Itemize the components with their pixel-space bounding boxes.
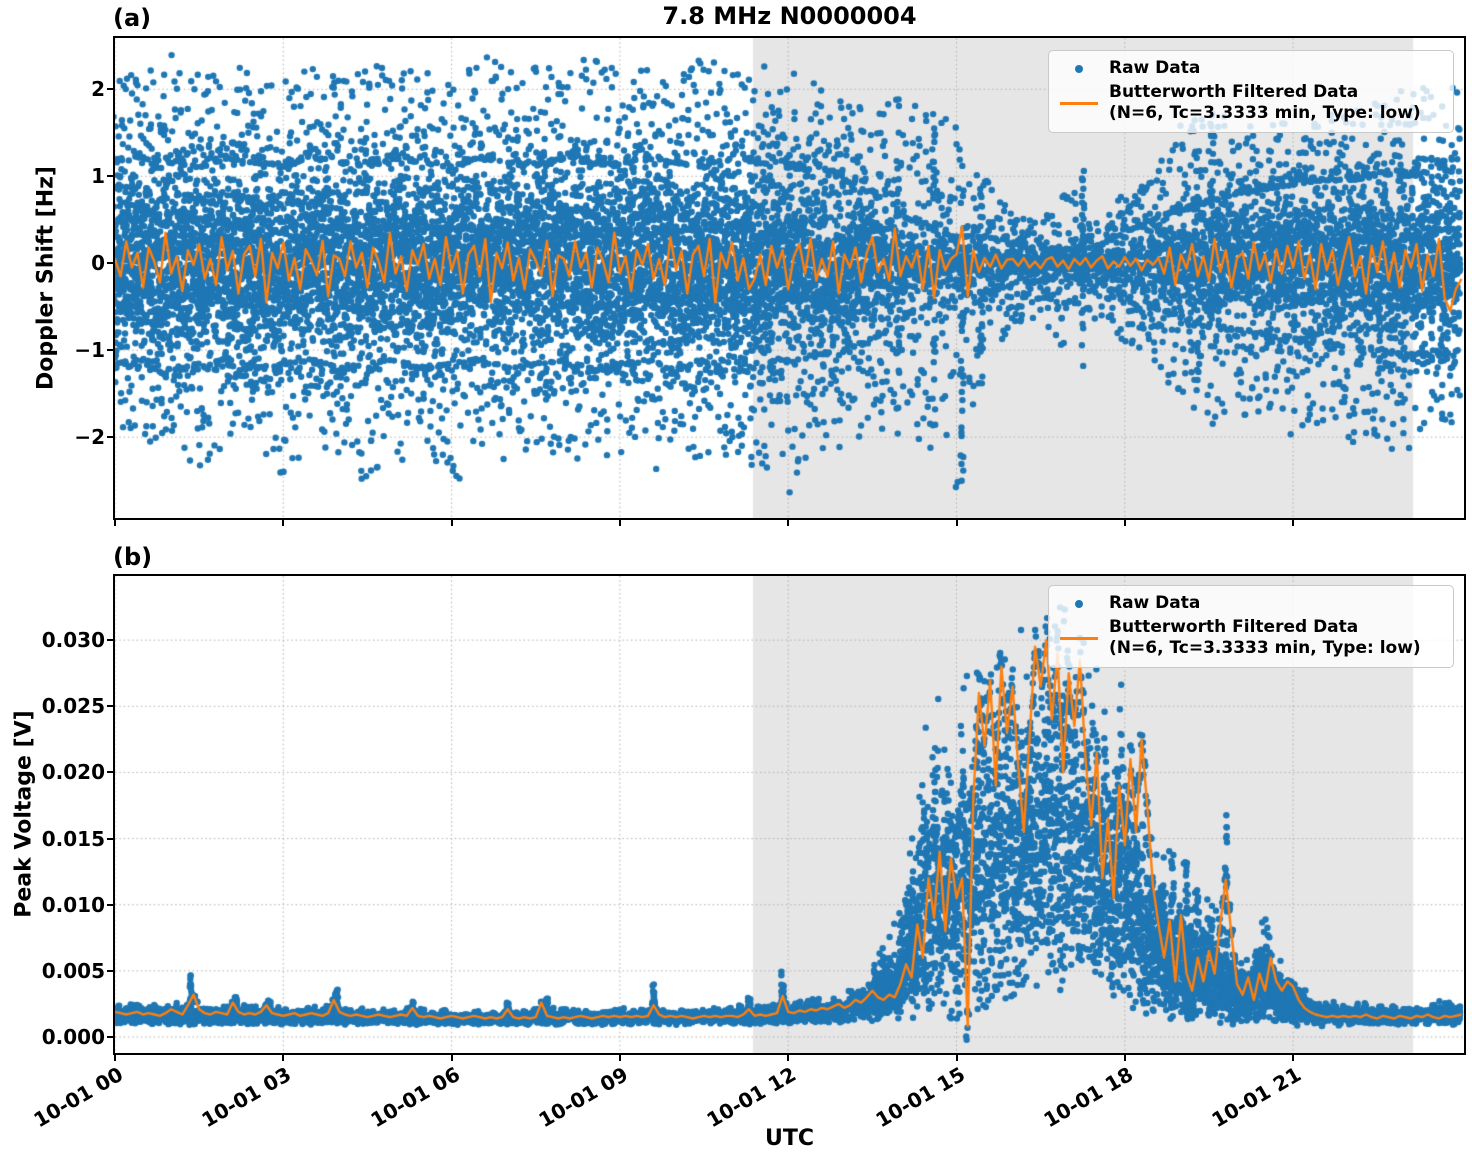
y-tick	[107, 88, 115, 91]
y-tick	[107, 349, 115, 352]
y-tick-label: 0.020	[41, 760, 105, 785]
y-tick-label: −2	[74, 425, 105, 450]
raw-data-marker-icon	[1049, 599, 1109, 608]
legend-filtered-params: (N=6, Tc=3.3333 min, Type: low)	[1109, 638, 1421, 658]
x-tick	[282, 1053, 285, 1061]
x-tick	[450, 1053, 453, 1061]
legend-row-filtered: Butterworth Filtered Data (N=6, Tc=3.333…	[1049, 82, 1447, 124]
x-tick-label: 10-01 00	[29, 1062, 127, 1133]
x-tick	[282, 518, 285, 526]
y-tick-label: −1	[74, 338, 105, 363]
y-tick-label: 0	[91, 251, 105, 276]
panel-a-label: (a)	[113, 4, 152, 32]
y-tick	[107, 969, 115, 972]
x-tick	[1292, 1053, 1295, 1061]
x-tick	[450, 518, 453, 526]
y-axis-label-voltage: Peak Voltage [V]	[11, 710, 37, 918]
legend-raw-label: Raw Data	[1109, 58, 1201, 78]
x-tick	[955, 1053, 958, 1061]
y-tick-label: 0.015	[41, 826, 105, 851]
filtered-line-marker-icon	[1049, 636, 1109, 640]
x-tick	[618, 518, 621, 526]
legend-filtered-label: Butterworth Filtered Data	[1109, 82, 1359, 102]
y-tick-label: 0.005	[41, 958, 105, 983]
y-tick	[107, 837, 115, 840]
legend-filtered-params: (N=6, Tc=3.3333 min, Type: low)	[1109, 103, 1421, 123]
y-tick	[107, 262, 115, 265]
y-tick-label: 1	[91, 164, 105, 189]
x-tick	[618, 1053, 621, 1061]
x-tick	[787, 518, 790, 526]
legend-row-raw: Raw Data	[1049, 593, 1447, 614]
legend-raw-label: Raw Data	[1109, 593, 1201, 613]
x-tick	[955, 518, 958, 526]
legend-panel-b: Raw Data Butterworth Filtered Data (N=6,…	[1048, 585, 1454, 668]
y-tick-label: 0.030	[41, 628, 105, 653]
filtered-line-marker-icon	[1049, 101, 1109, 105]
y-tick	[107, 771, 115, 774]
x-tick	[1123, 1053, 1126, 1061]
x-tick	[114, 518, 116, 526]
y-tick	[107, 705, 115, 708]
y-tick-label: 2	[91, 77, 105, 102]
legend-row-filtered: Butterworth Filtered Data (N=6, Tc=3.333…	[1049, 617, 1447, 659]
y-tick	[107, 436, 115, 439]
y-tick-label: 0.025	[41, 694, 105, 719]
y-tick	[107, 175, 115, 178]
y-tick	[107, 639, 115, 642]
x-tick	[787, 1053, 790, 1061]
x-tick	[1292, 518, 1295, 526]
panel-b-label: (b)	[113, 543, 153, 571]
chart-title: 7.8 MHz N0000004	[662, 2, 917, 30]
legend-panel-a: Raw Data Butterworth Filtered Data (N=6,…	[1048, 50, 1454, 133]
y-tick-label: 0.000	[41, 1024, 105, 1049]
raw-data-marker-icon	[1049, 64, 1109, 73]
y-tick	[107, 1035, 115, 1038]
legend-row-raw: Raw Data	[1049, 58, 1447, 79]
x-tick	[1123, 518, 1126, 526]
y-tick	[107, 903, 115, 906]
x-axis-label-utc: UTC	[764, 1126, 815, 1151]
legend-filtered-label: Butterworth Filtered Data	[1109, 617, 1359, 637]
x-tick	[114, 1053, 116, 1061]
y-tick-label: 0.010	[41, 892, 105, 917]
